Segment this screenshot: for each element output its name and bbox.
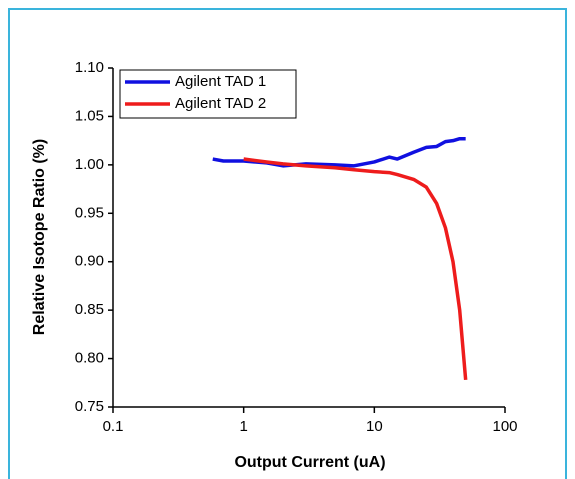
y-tick-label: 1.05: [75, 107, 104, 124]
legend-box: [119, 69, 297, 119]
x-tick-label: 10: [366, 418, 383, 435]
y-tick-label: 0.85: [75, 301, 104, 318]
frame: [8, 8, 567, 479]
x-axis-label: Output Current (uA): [234, 454, 385, 471]
y-tick-label: 0.95: [75, 204, 104, 221]
x-tick-label: 1: [239, 418, 247, 435]
legend-label: Agilent TAD 1: [175, 73, 266, 90]
x-tick-label: 0.1: [103, 418, 124, 435]
y-tick-label: 0.80: [75, 350, 104, 367]
y-tick-label: 0.90: [75, 253, 104, 270]
x-tick-label: 100: [492, 418, 517, 435]
legend-label: Agilent TAD 2: [175, 95, 266, 112]
series-line: [243, 157, 468, 381]
y-tick-label: 0.75: [75, 398, 104, 415]
series-line: [212, 136, 466, 168]
y-tick-label: 1.00: [75, 156, 104, 173]
y-tick-label: 1.10: [75, 59, 104, 76]
y-axis-label: Relative Isotope Ratio (%): [31, 139, 48, 335]
